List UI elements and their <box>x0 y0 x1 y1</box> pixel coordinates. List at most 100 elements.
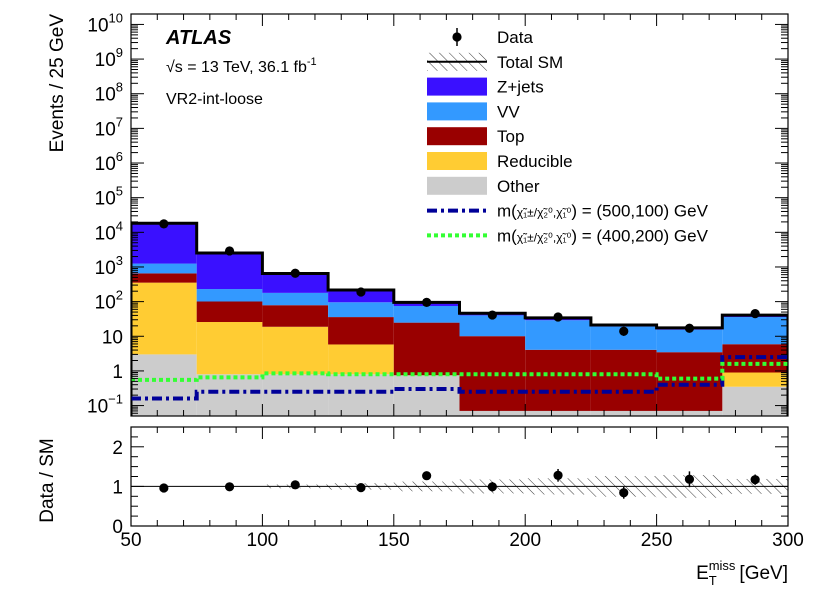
bar-top-bin-8 <box>656 352 723 411</box>
legend-signal-suffix: ) <box>571 202 581 221</box>
y-tick-label-top-4: 103 <box>95 253 123 279</box>
legend-swatch-reducible <box>427 152 487 170</box>
bar-reducible-bin-9 <box>722 372 788 387</box>
stacked-background-histogram <box>131 223 788 416</box>
x-axis-label-unit: [GeV] <box>739 563 788 584</box>
y-tick-label-base: 10 <box>95 50 116 71</box>
bar-reducible-bin-3 <box>328 344 394 375</box>
data-point-4 <box>422 297 432 307</box>
y-tick-label-exponent: 5 <box>116 184 123 199</box>
top-panel-frame <box>130 13 789 417</box>
y-tick-label-base: 10 <box>95 189 116 210</box>
top-x-axis-ticks <box>130 14 789 416</box>
ratio-point-3 <box>356 482 366 493</box>
x-tick-label-5: 300 <box>772 530 804 551</box>
bar-other-bin-2 <box>262 374 329 416</box>
signal-curves <box>131 355 788 401</box>
legend-label-dashdot: m(χ̃₁±/χ̃₂⁰,χ̃₁⁰) = (500,100) GeV <box>497 202 709 221</box>
ratio-point-7 <box>619 488 629 498</box>
x-tick-label-0: 50 <box>120 530 141 551</box>
y-tick-label-exponent: 10 <box>109 10 123 25</box>
ratio-point-5 <box>487 482 497 492</box>
bottom-y-axis-ticks: 0 1 2 <box>112 426 788 538</box>
x-tick-label-2: 150 <box>378 530 410 551</box>
data-point-8 <box>684 323 695 333</box>
bar-vv-bin-5 <box>459 315 526 337</box>
y-tick-label-top-10: 109 <box>95 45 123 71</box>
x-axis-label-subscript: T <box>709 573 717 588</box>
y-tick-label-exponent: 4 <box>116 218 123 233</box>
bar-vv-bin-9 <box>722 317 788 345</box>
bar-other-bin-6 <box>525 410 591 416</box>
bar-vv-bin-2 <box>262 292 329 306</box>
legend-swatch-other <box>427 176 487 195</box>
y-tick-label-base: 10 <box>95 223 116 244</box>
atlas-label: ATLAS <box>165 27 232 49</box>
bar-reducible-bin-1 <box>196 322 263 375</box>
legend-signal-values: = (500,100) GeV <box>582 202 709 221</box>
signal-line-1 <box>131 355 788 401</box>
legend-label-marker: Data <box>497 28 533 47</box>
data-point-9 <box>750 309 760 319</box>
bar-vv-bin-6 <box>525 320 591 350</box>
bar-other-bin-4 <box>393 375 460 416</box>
bar-reducible-bin-2 <box>262 326 329 375</box>
data-point-0 <box>159 219 169 229</box>
bar-z-jets-bin-2 <box>262 273 329 293</box>
y-tick-label-exponent: −1 <box>108 392 123 407</box>
y-tick-label-bottom-2: 2 <box>112 438 123 459</box>
y-tick-label-top-3: 102 <box>95 288 123 314</box>
x-axis-label-superscript: miss <box>709 558 736 573</box>
bar-other-bin-8 <box>656 410 723 416</box>
y-tick-label-exponent: 2 <box>116 288 123 303</box>
data-point-6 <box>553 312 563 322</box>
bar-top-bin-9 <box>722 344 788 373</box>
bar-top-bin-4 <box>393 322 460 376</box>
bar-vv-bin-7 <box>590 326 657 350</box>
y-tick-label-top-9: 108 <box>95 80 123 106</box>
legend-signal-values: = (400,200) GeV <box>582 226 709 245</box>
lumi-exponent: -1 <box>307 56 317 68</box>
ratio-point-0 <box>159 483 169 493</box>
data-point-3 <box>356 287 366 297</box>
bar-other-bin-5 <box>459 410 526 416</box>
y-tick-label-top-11: 1010 <box>87 10 123 36</box>
y-tick-label-top-0: 10−1 <box>87 392 123 418</box>
ratio-point-6 <box>553 470 563 480</box>
y-tick-label-base: 10 <box>95 258 116 279</box>
y-tick-label-exponent: 8 <box>116 80 123 95</box>
y-tick-label-exponent: 3 <box>116 253 123 268</box>
legend-label-other: Other <box>497 177 540 196</box>
legend-label-dotted: m(χ̃₁±/χ̃₂⁰,χ̃₁⁰) = (400,200) GeV <box>497 226 709 245</box>
y-tick-label-top-7: 106 <box>95 149 123 175</box>
bar-vv-bin-4 <box>393 306 460 323</box>
ratio-point-8 <box>684 474 695 484</box>
ratio-point-4 <box>422 471 432 481</box>
x-tick-label-1: 100 <box>247 530 279 551</box>
y-tick-label-base: 10 <box>87 15 108 36</box>
ratio-point-9 <box>750 475 760 485</box>
bar-top-bin-2 <box>262 305 329 327</box>
bar-top-bin-7 <box>590 349 657 411</box>
x-tick-label-4: 250 <box>641 530 673 551</box>
y-tick-label-exponent: 7 <box>116 114 123 129</box>
data-point-5 <box>487 310 497 320</box>
signal-line-2 <box>131 361 788 382</box>
legend-signal-suffix: ) <box>571 226 581 245</box>
bar-vv-bin-0 <box>131 263 197 274</box>
bar-top-bin-0 <box>131 273 197 283</box>
y-tick-label-bottom-1: 1 <box>112 477 123 498</box>
y-tick-label-top-2: 10 <box>102 327 123 348</box>
bottom-x-axis-ticks: 50 100 150 200 250 300 <box>120 427 804 551</box>
bar-top-bin-3 <box>328 317 394 345</box>
bar-vv-bin-1 <box>196 289 263 302</box>
y-tick-label-base: 10 <box>95 154 116 175</box>
legend: Data Total SM Z+jets VV Top Reducible Other m(χ… <box>427 28 709 245</box>
x-axis-label-symbol: E <box>696 563 709 584</box>
ratio-point-1 <box>224 482 235 492</box>
y-tick-label-exponent: 6 <box>116 149 123 164</box>
data-point-2 <box>290 268 300 278</box>
bar-other-bin-9 <box>722 386 788 416</box>
y-tick-label-base: 10 <box>95 85 116 106</box>
